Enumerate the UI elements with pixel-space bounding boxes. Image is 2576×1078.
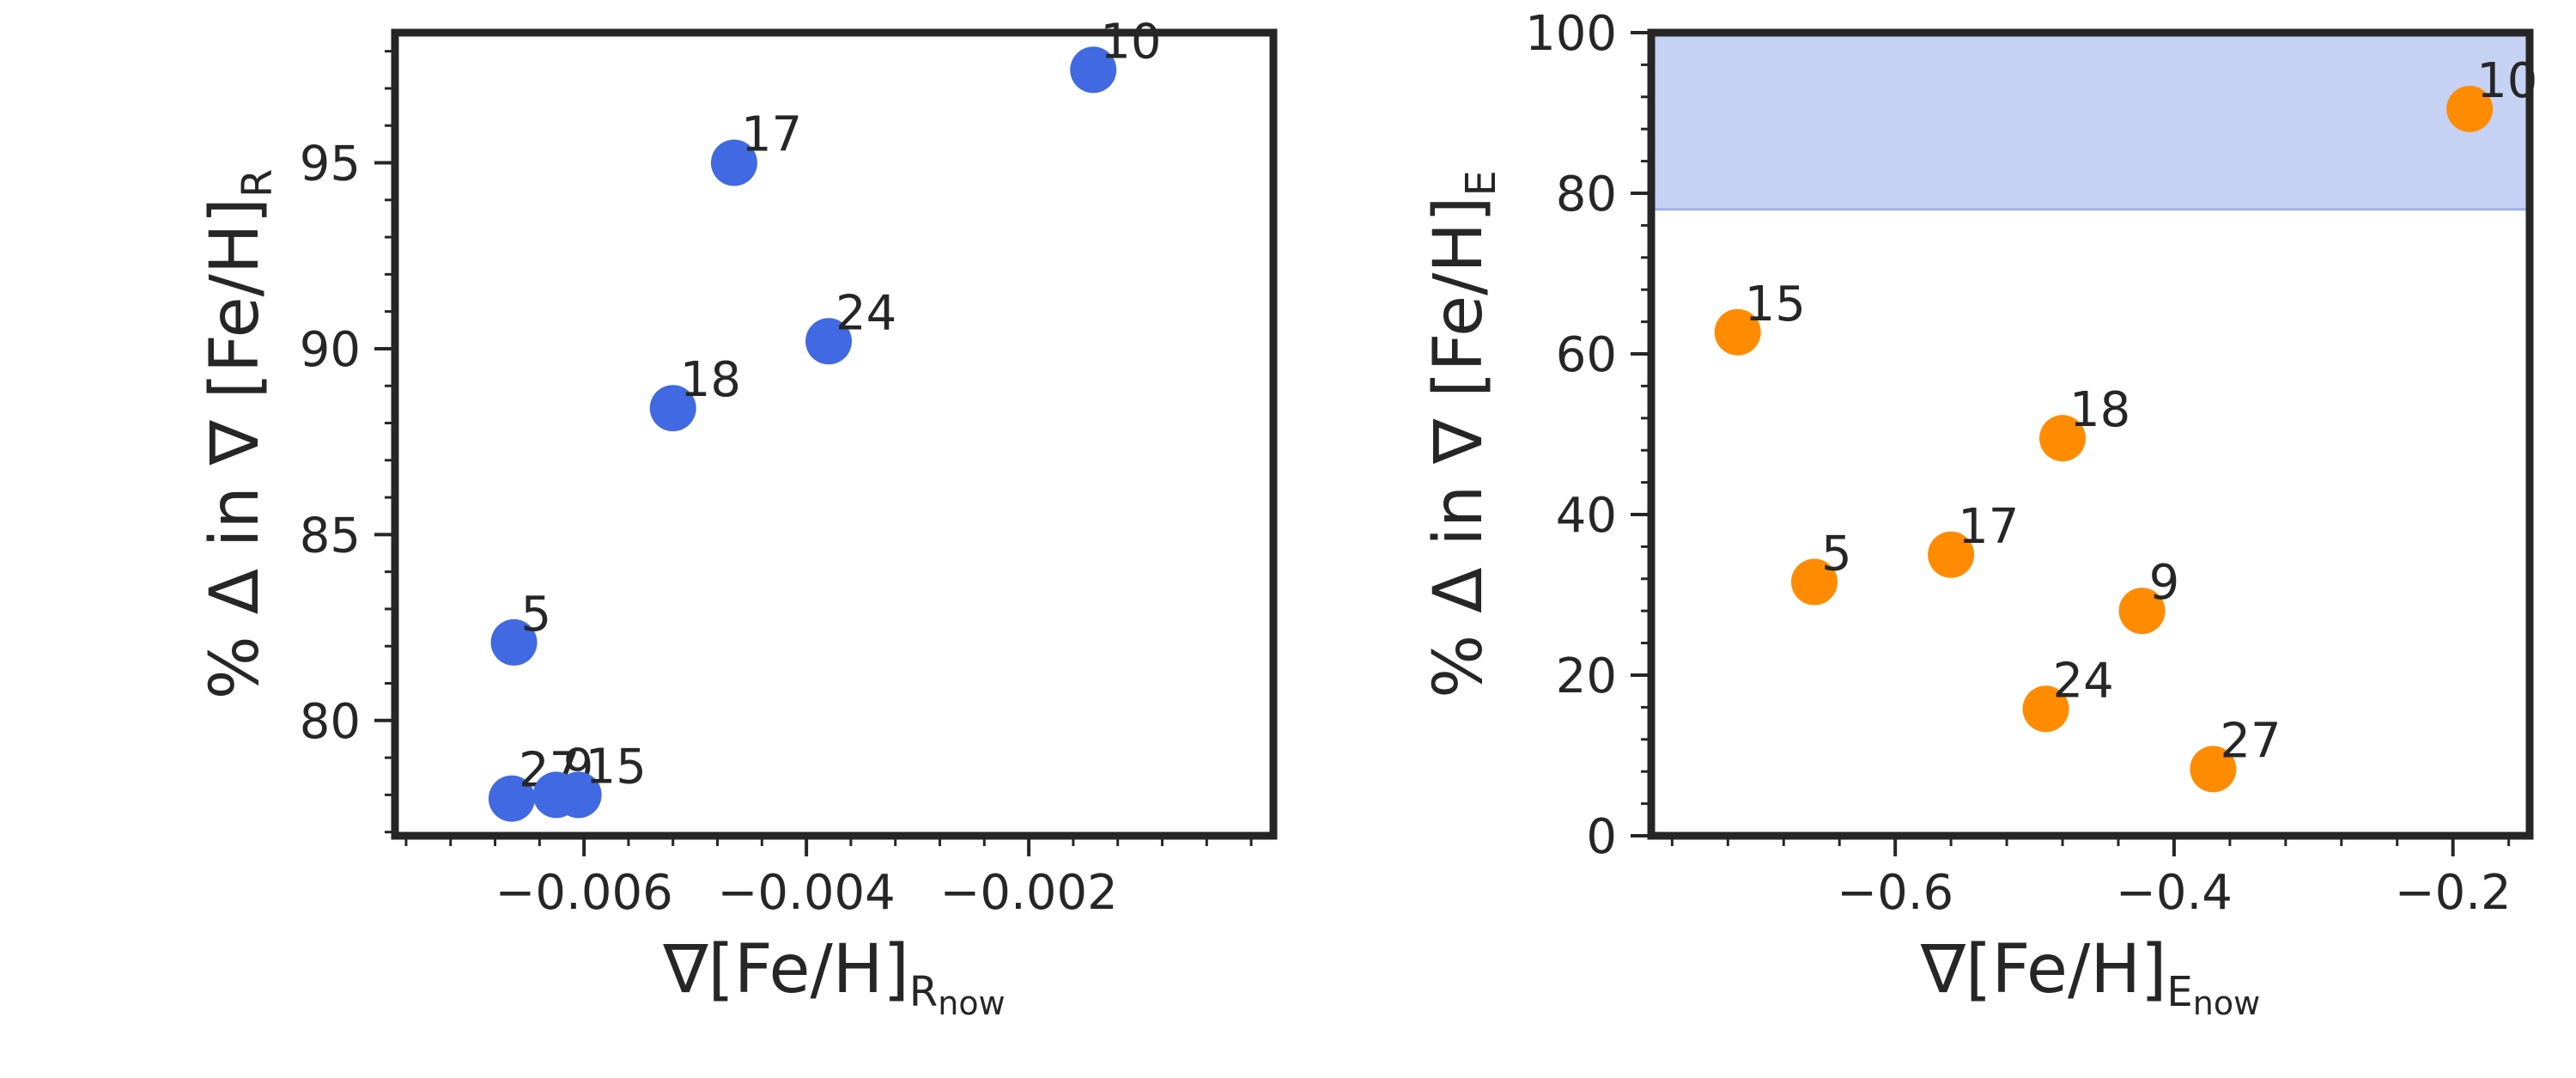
chart-0-x-axis-label: ∇[Fe/H]Rnow [662,931,1005,1022]
chart-1-y-tick-label: 100 [1525,6,1617,62]
chart-0-point-27 [488,775,535,822]
chart-0-point-17 [710,139,757,186]
chart-1-point-label-18: 18 [2069,382,2130,438]
chart-0-point-15 [555,771,602,819]
chart-1-frame [1647,28,2534,840]
chart-1-point-label-24: 24 [2053,653,2114,709]
chart-0-point-label-10: 10 [1100,14,1161,70]
chart-0-point-label-15: 15 [586,739,647,795]
chart-1-point-label-17: 17 [1958,499,2019,555]
chart-0-point-10 [1070,46,1117,94]
chart-1-y-tick-label: 40 [1556,488,1617,544]
chart-1-point-9 [2118,588,2166,635]
chart-1-x-tick-label: −0.2 [2395,865,2512,921]
chart-1-point-10 [2446,85,2494,132]
chart-1-x-tick-label: −0.4 [2116,865,2233,921]
chart-0-point-5 [490,618,538,666]
chart-1-y-tick-label: 0 [1586,809,1617,865]
chart-1-y-tick-label: 60 [1556,327,1617,383]
chart-0-y-tick-label: 80 [300,694,361,750]
chart-0-y-tick-label: 90 [300,322,361,378]
chart-1-y-tick-label: 20 [1556,649,1617,704]
chart-0-point-label-24: 24 [835,285,896,341]
chart-0-frame [391,28,1278,840]
chart-0-x-tick-label: −0.004 [718,865,896,921]
chart-1-point-5 [1790,558,1838,606]
chart-1-point-label-9: 9 [2149,555,2180,611]
chart-0-y-tick-label: 85 [300,508,361,563]
chart-1-point-27 [2190,746,2237,793]
chart-0-point-24 [805,318,853,365]
chart-1-y-tick-label: 80 [1556,167,1617,222]
chart-0-point-18 [649,385,696,432]
chart-1-point-label-27: 27 [2220,713,2281,769]
chart-0-y-axis-label: % Δ in ∇ [Fe/H]R [197,169,282,700]
chart-1-x-tick-label: −0.6 [1837,865,1953,921]
chart-1-point-24 [2022,685,2069,733]
right-scatter-panel: −0.6 −0.4 −0.202040608010010151817592427∇[… [1420,6,2537,1022]
chart-0-x-tick-label: −0.002 [939,865,1117,921]
chart-0-point-label-18: 18 [680,352,741,408]
chart-1-y-axis-label: % Δ in ∇ [Fe/H]E [1420,170,1505,698]
chart-0-x-tick-label: −0.006 [495,865,673,921]
chart-0-point-label-5: 5 [521,587,552,643]
chart-1-point-label-15: 15 [1745,277,1806,332]
chart-0-point-label-17: 17 [741,107,802,163]
chart-0-y-tick-label: 95 [300,137,361,192]
chart-1-point-15 [1714,308,1761,356]
chart-1-point-18 [2039,415,2087,462]
chart-1-shaded-band [1651,33,2530,210]
chart-1-point-17 [1928,531,1975,578]
chart-1-point-label-5: 5 [1821,527,1852,582]
left-scatter-panel: −0.006 −0.004 −0.0028085909510172418527915… [197,14,1278,1022]
